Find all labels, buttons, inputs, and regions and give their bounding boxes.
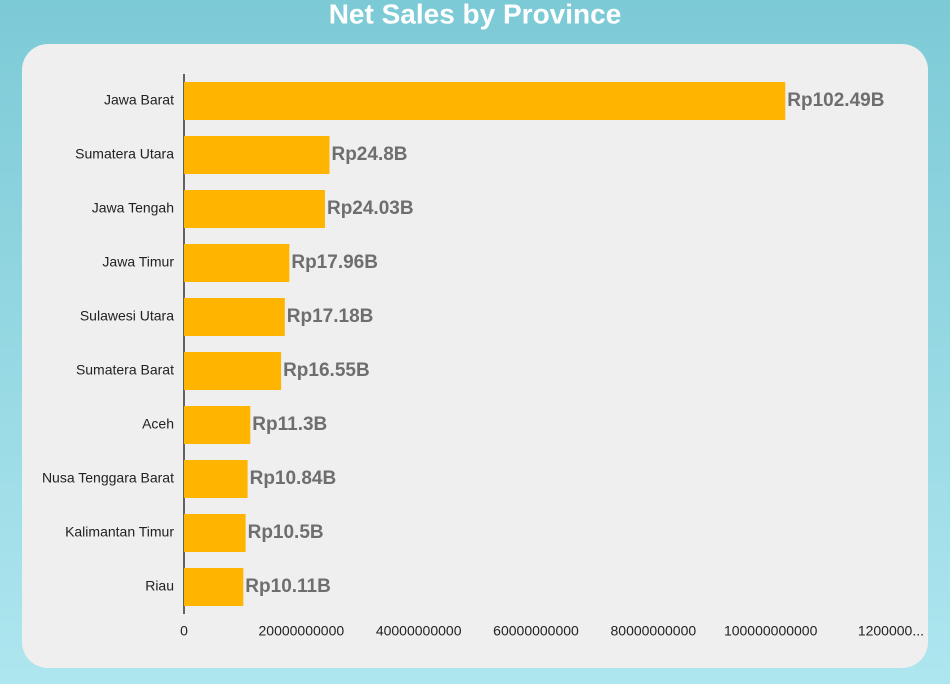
value-label: Rp10.84B xyxy=(250,468,337,489)
value-label: Rp11.3B xyxy=(252,414,327,435)
value-label: Rp24.03B xyxy=(327,198,414,219)
x-tick-label: 80000000000 xyxy=(611,623,697,639)
value-label: Rp16.55B xyxy=(283,360,370,381)
bar xyxy=(184,136,330,174)
value-label: Rp10.11B xyxy=(245,576,331,597)
x-tick-label: 40000000000 xyxy=(376,623,462,639)
bar xyxy=(184,352,282,390)
value-label: Rp17.96B xyxy=(291,252,378,273)
x-tick-label: 1200000... xyxy=(858,623,924,639)
bar xyxy=(184,298,285,336)
x-tick-label: 100000000000 xyxy=(724,623,818,639)
bar xyxy=(184,244,290,282)
y-tick-label: Sumatera Barat xyxy=(76,362,174,378)
y-tick-label: Jawa Barat xyxy=(104,92,174,108)
y-tick-label: Sulawesi Utara xyxy=(80,308,174,324)
value-label: Rp17.18B xyxy=(287,306,374,327)
x-tick-label: 60000000000 xyxy=(493,623,579,639)
bar xyxy=(184,514,246,552)
y-tick-label: Nusa Tenggara Barat xyxy=(42,470,174,486)
y-tick-label: Sumatera Utara xyxy=(75,146,174,162)
y-tick-label: Aceh xyxy=(142,416,174,432)
card xyxy=(22,44,928,668)
bar xyxy=(184,82,786,120)
y-tick-label: Jawa Tengah xyxy=(92,200,174,216)
value-label: Rp102.49B xyxy=(787,90,884,111)
chart-title: Net Sales by Province xyxy=(329,0,622,29)
bar xyxy=(184,190,325,228)
bar xyxy=(184,568,244,606)
bar xyxy=(184,460,248,498)
value-label: Rp24.8B xyxy=(331,144,407,165)
value-label: Rp10.5B xyxy=(248,522,324,543)
y-tick-label: Kalimantan Timur xyxy=(65,524,174,540)
y-tick-label: Jawa Timur xyxy=(102,254,174,270)
x-tick-label: 0 xyxy=(180,623,188,639)
x-tick-label: 20000000000 xyxy=(259,623,345,639)
y-tick-label: Riau xyxy=(145,578,174,594)
bar xyxy=(184,406,251,444)
